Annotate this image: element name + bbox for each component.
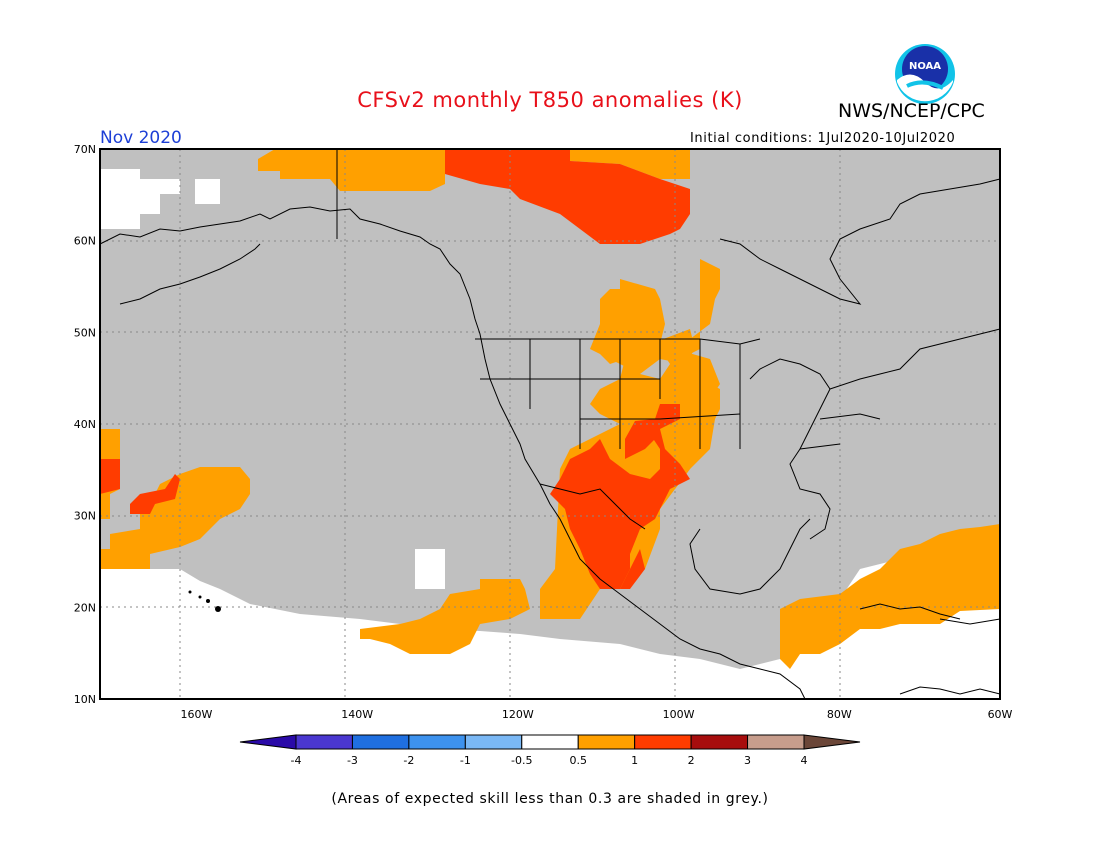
colorbar: -4 -3 -2 -1 -0.5 0.5 1 2 3 4: [239, 734, 861, 767]
colorbar-segment: [634, 734, 692, 750]
colorbar-tick-label: 2: [688, 754, 695, 767]
white-pocket-bering: [195, 179, 220, 204]
lon-label-140W: 140W: [341, 708, 373, 720]
lat-label-30N: 30N: [74, 510, 96, 523]
colorbar-segment: [690, 734, 749, 750]
lat-label-20N: 20N: [74, 601, 96, 614]
noaa-logo: NOAA: [895, 44, 955, 104]
colorbar-tick-label: -2: [403, 754, 414, 767]
colorbar-tick-label: 1: [631, 754, 638, 767]
lat-label-60N: 60N: [74, 235, 96, 248]
white-pocket-alaska: [100, 169, 180, 229]
colorbar-segment: [351, 734, 410, 750]
skill-note: (Areas of expected skill less than 0.3 a…: [331, 791, 769, 807]
colorbar-min-triangle: [239, 734, 297, 750]
agency-label: NWS/NCEP/CPC: [838, 100, 985, 122]
anomaly-1-to-2-regions: [100, 149, 690, 589]
latitude-labels: 70N 60N 50N 40N 30N 20N 10N: [74, 143, 96, 706]
lon-label-100W: 100W: [663, 708, 695, 720]
anomaly-map: 70N 60N 50N 40N 30N 20N 10N 160W 140W 120W 100W 80…: [74, 143, 1013, 720]
lat-label-70N: 70N: [74, 143, 96, 156]
graticule: [100, 149, 1000, 699]
lat-label-40N: 40N: [74, 418, 96, 431]
colorbar-segment: [408, 734, 466, 750]
colorbar-tick-label: -1: [460, 754, 471, 767]
colorbar-tick-label: 0.5: [569, 754, 587, 767]
map-title: CFSv2 monthly T850 anomalies (K): [357, 88, 743, 112]
colorbar-tick-label: 4: [801, 754, 808, 767]
colorbar-tick-label: -3: [347, 754, 358, 767]
lon-label-60W: 60W: [988, 708, 1013, 720]
colorbar-segment: [295, 734, 353, 750]
colorbar-max-triangle: [803, 734, 861, 750]
lat-label-10N: 10N: [74, 693, 96, 706]
lon-label-120W: 120W: [502, 708, 534, 720]
colorbar-segment: [464, 734, 523, 750]
colorbar-tick-label: 3: [744, 754, 751, 767]
hawaii-islands: [188, 590, 221, 612]
longitude-labels: 160W 140W 120W 100W 80W 60W: [180, 708, 1012, 720]
initial-conditions-label: Initial conditions: 1Jul2020-10Jul2020: [690, 131, 956, 146]
colorbar-tick-label: -0.5: [511, 754, 532, 767]
map-frame: [99, 148, 1001, 700]
lat-label-50N: 50N: [74, 326, 96, 339]
noaa-logo-text: NOAA: [909, 61, 941, 72]
forecast-period-label: Nov 2020: [100, 128, 182, 148]
colorbar-segment: [747, 734, 805, 750]
colorbar-segment: [521, 734, 579, 750]
white-pocket-hawaii-east: [415, 549, 445, 589]
lon-label-80W: 80W: [827, 708, 852, 720]
grey-low-skill-region: [100, 149, 1000, 669]
lon-label-160W: 160W: [180, 708, 212, 720]
coastlines-and-borders: [99, 149, 1001, 700]
colorbar-segment: [577, 734, 636, 750]
colorbar-tick-label: -4: [291, 754, 302, 767]
